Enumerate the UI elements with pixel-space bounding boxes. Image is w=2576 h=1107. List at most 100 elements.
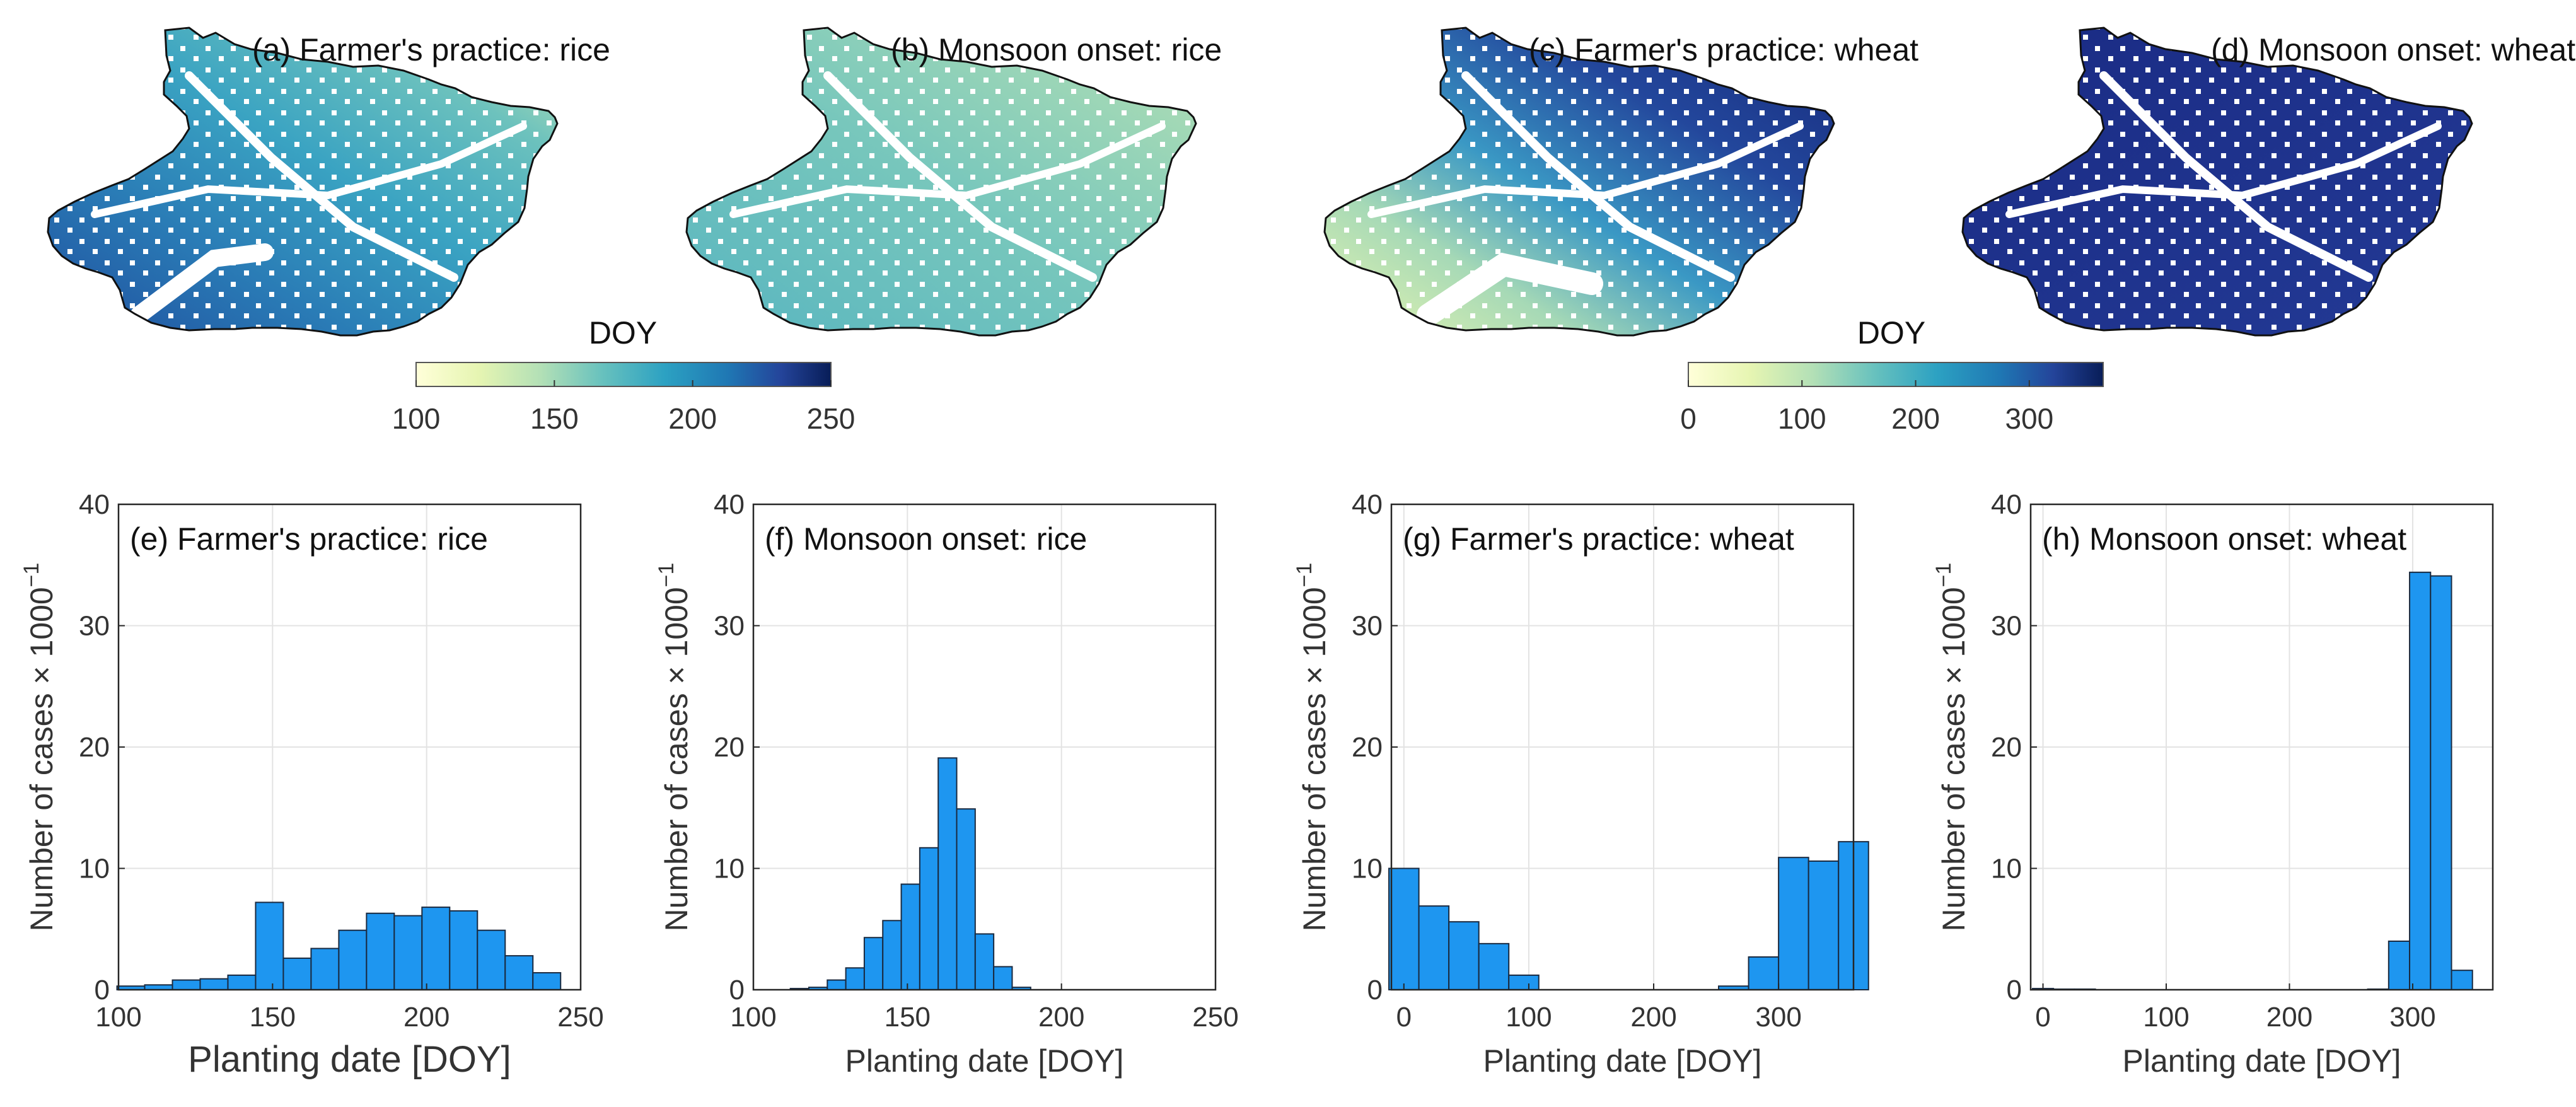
histogram-bar bbox=[504, 955, 534, 990]
histogram-bar bbox=[2430, 575, 2452, 990]
map-b-river-2 bbox=[729, 122, 1166, 218]
x-tick-label: 100 bbox=[2143, 1002, 2189, 1033]
histogram-panel-e: 100 150 200 250 0 10 20 30 40 (e) Farmer's practi… bbox=[20, 489, 604, 1080]
colorbar-wheat-ticks: 0 100 200 300 bbox=[1680, 380, 2053, 435]
y-tick-label: 20 bbox=[714, 732, 745, 763]
colorbar-rice-ticks: 100 150 200 250 bbox=[392, 380, 856, 435]
x-tick-label: 200 bbox=[1630, 1002, 1676, 1033]
histogram-bar bbox=[227, 974, 257, 991]
x-tick-label: 250 bbox=[1192, 1002, 1238, 1033]
histogram-bar bbox=[171, 979, 201, 990]
x-axis-label: Planting date [DOY] bbox=[1483, 1043, 1762, 1079]
y-axis-label-text: Number of cases × 1000 bbox=[24, 587, 59, 931]
colorbar-wheat: DOY 0 100 200 300 bbox=[1680, 315, 2104, 435]
colorbar-rice: DOY 100 150 200 250 bbox=[392, 315, 856, 435]
y-tick-label: 0 bbox=[729, 975, 745, 1006]
y-axis-label-exponent: −1 bbox=[20, 563, 44, 588]
y-axis-label-exponent: −1 bbox=[654, 563, 678, 588]
y-tick-label: 0 bbox=[2007, 975, 2022, 1006]
y-tick-label: 40 bbox=[79, 489, 110, 520]
x-tick-label: 200 bbox=[403, 1002, 450, 1033]
x-tick-label: 100 bbox=[730, 1002, 776, 1033]
x-tick-label: 300 bbox=[2389, 1002, 2435, 1033]
histogram-bar bbox=[2387, 941, 2411, 990]
histogram-bar bbox=[1388, 867, 1420, 990]
y-tick-label: 20 bbox=[1352, 732, 1383, 763]
histogram-bar bbox=[937, 757, 958, 990]
y-tick-label: 0 bbox=[1367, 975, 1383, 1006]
y-tick-label: 40 bbox=[714, 489, 745, 520]
histogram-bar bbox=[366, 912, 395, 990]
y-tick-label: 10 bbox=[79, 854, 110, 884]
y-axis-label: Number of cases × 1000−1 bbox=[1932, 563, 1971, 932]
x-axis-label: Planting date [DOY] bbox=[845, 1043, 1124, 1079]
map-a: (a) Farmer's practice: rice bbox=[47, 26, 610, 337]
histogram-bar bbox=[1448, 921, 1480, 990]
y-tick-label: 10 bbox=[1352, 854, 1383, 884]
y-tick-label: 40 bbox=[1991, 489, 2022, 520]
panel-title: (f) Monsoon onset: rice bbox=[765, 521, 1087, 557]
y-tick-label: 0 bbox=[95, 975, 110, 1006]
colorbar-wheat-gradient bbox=[1688, 362, 2104, 387]
histogram-bar bbox=[532, 972, 562, 991]
y-axis-label-exponent: −1 bbox=[1932, 563, 1956, 588]
histogram-bar bbox=[393, 915, 423, 990]
y-axis-label-text: Number of cases × 1000 bbox=[659, 587, 694, 931]
colorbar-tick-label: 100 bbox=[1778, 402, 1826, 435]
histogram-bar bbox=[1508, 974, 1540, 991]
map-a-river-2 bbox=[91, 122, 527, 218]
map-d: (d) Monsoon onset: wheat bbox=[1961, 26, 2575, 337]
x-tick-label: 150 bbox=[885, 1002, 931, 1033]
x-tick-label: 0 bbox=[1396, 1002, 1412, 1033]
panel-title: (h) Monsoon onset: wheat bbox=[2042, 521, 2406, 557]
histogram-bar bbox=[338, 929, 368, 991]
panel-title: (g) Farmer's practice: wheat bbox=[1403, 521, 1794, 557]
histogram-bar bbox=[1478, 942, 1510, 990]
colorbar-tick-label: 250 bbox=[807, 402, 856, 435]
histogram-bar bbox=[827, 979, 847, 990]
x-tick-label: 100 bbox=[95, 1002, 141, 1033]
x-tick-label: 150 bbox=[250, 1002, 296, 1033]
x-tick-label: 200 bbox=[1038, 1002, 1084, 1033]
map-d-river-2 bbox=[2005, 122, 2442, 218]
histogram-bar bbox=[1807, 860, 1840, 990]
colorbar-tick-label: 200 bbox=[668, 402, 717, 435]
histogram-bar bbox=[2451, 970, 2473, 990]
y-axis-label: Number of cases × 1000−1 bbox=[1292, 563, 1332, 932]
histogram-bar bbox=[993, 966, 1013, 991]
histogram-bar bbox=[255, 901, 284, 991]
y-tick-label: 30 bbox=[714, 611, 745, 642]
x-tick-label: 250 bbox=[557, 1002, 603, 1033]
histogram-bar bbox=[199, 978, 229, 991]
y-tick-label: 20 bbox=[79, 732, 110, 763]
histogram-panel-f: 100 150 200 250 0 10 20 30 40 (f) Monsoon onset: … bbox=[654, 489, 1239, 1079]
histogram-panel-h: 0 100 200 300 0 10 20 30 40 (h) Monsoon onset: wh… bbox=[1932, 489, 2494, 1079]
histogram-bar bbox=[1748, 956, 1780, 991]
colorbar-rice-gradient bbox=[415, 362, 832, 387]
x-tick-label: 300 bbox=[1755, 1002, 1801, 1033]
colorbar-tick-label: 100 bbox=[392, 402, 441, 435]
x-tick-label: 100 bbox=[1506, 1002, 1552, 1033]
histogram-bar bbox=[477, 929, 506, 991]
colorbar-tick-label: 0 bbox=[1680, 402, 1697, 435]
histogram-bar bbox=[919, 847, 939, 991]
histogram-bar bbox=[1418, 905, 1450, 991]
x-axis-label: Planting date [DOY] bbox=[188, 1039, 511, 1080]
map-d-title: (d) Monsoon onset: wheat bbox=[2211, 32, 2575, 67]
histogram-bar bbox=[900, 883, 920, 991]
x-tick-label: 0 bbox=[2035, 1002, 2050, 1033]
y-tick-label: 30 bbox=[1352, 611, 1383, 642]
panel-title: (e) Farmer's practice: rice bbox=[130, 521, 488, 557]
y-tick-label: 30 bbox=[79, 611, 110, 642]
histogram-bar bbox=[1778, 857, 1809, 991]
colorbar-tick-label: 200 bbox=[1891, 402, 1940, 435]
y-tick-label: 20 bbox=[1991, 732, 2022, 763]
histogram-bar bbox=[974, 933, 995, 990]
histogram-bar bbox=[882, 920, 902, 991]
y-tick-label: 10 bbox=[1991, 854, 2022, 884]
y-axis-label-text: Number of cases × 1000 bbox=[1936, 587, 1971, 931]
x-axis-label: Planting date [DOY] bbox=[2123, 1043, 2401, 1079]
map-a-title: (a) Farmer's practice: rice bbox=[252, 32, 610, 67]
